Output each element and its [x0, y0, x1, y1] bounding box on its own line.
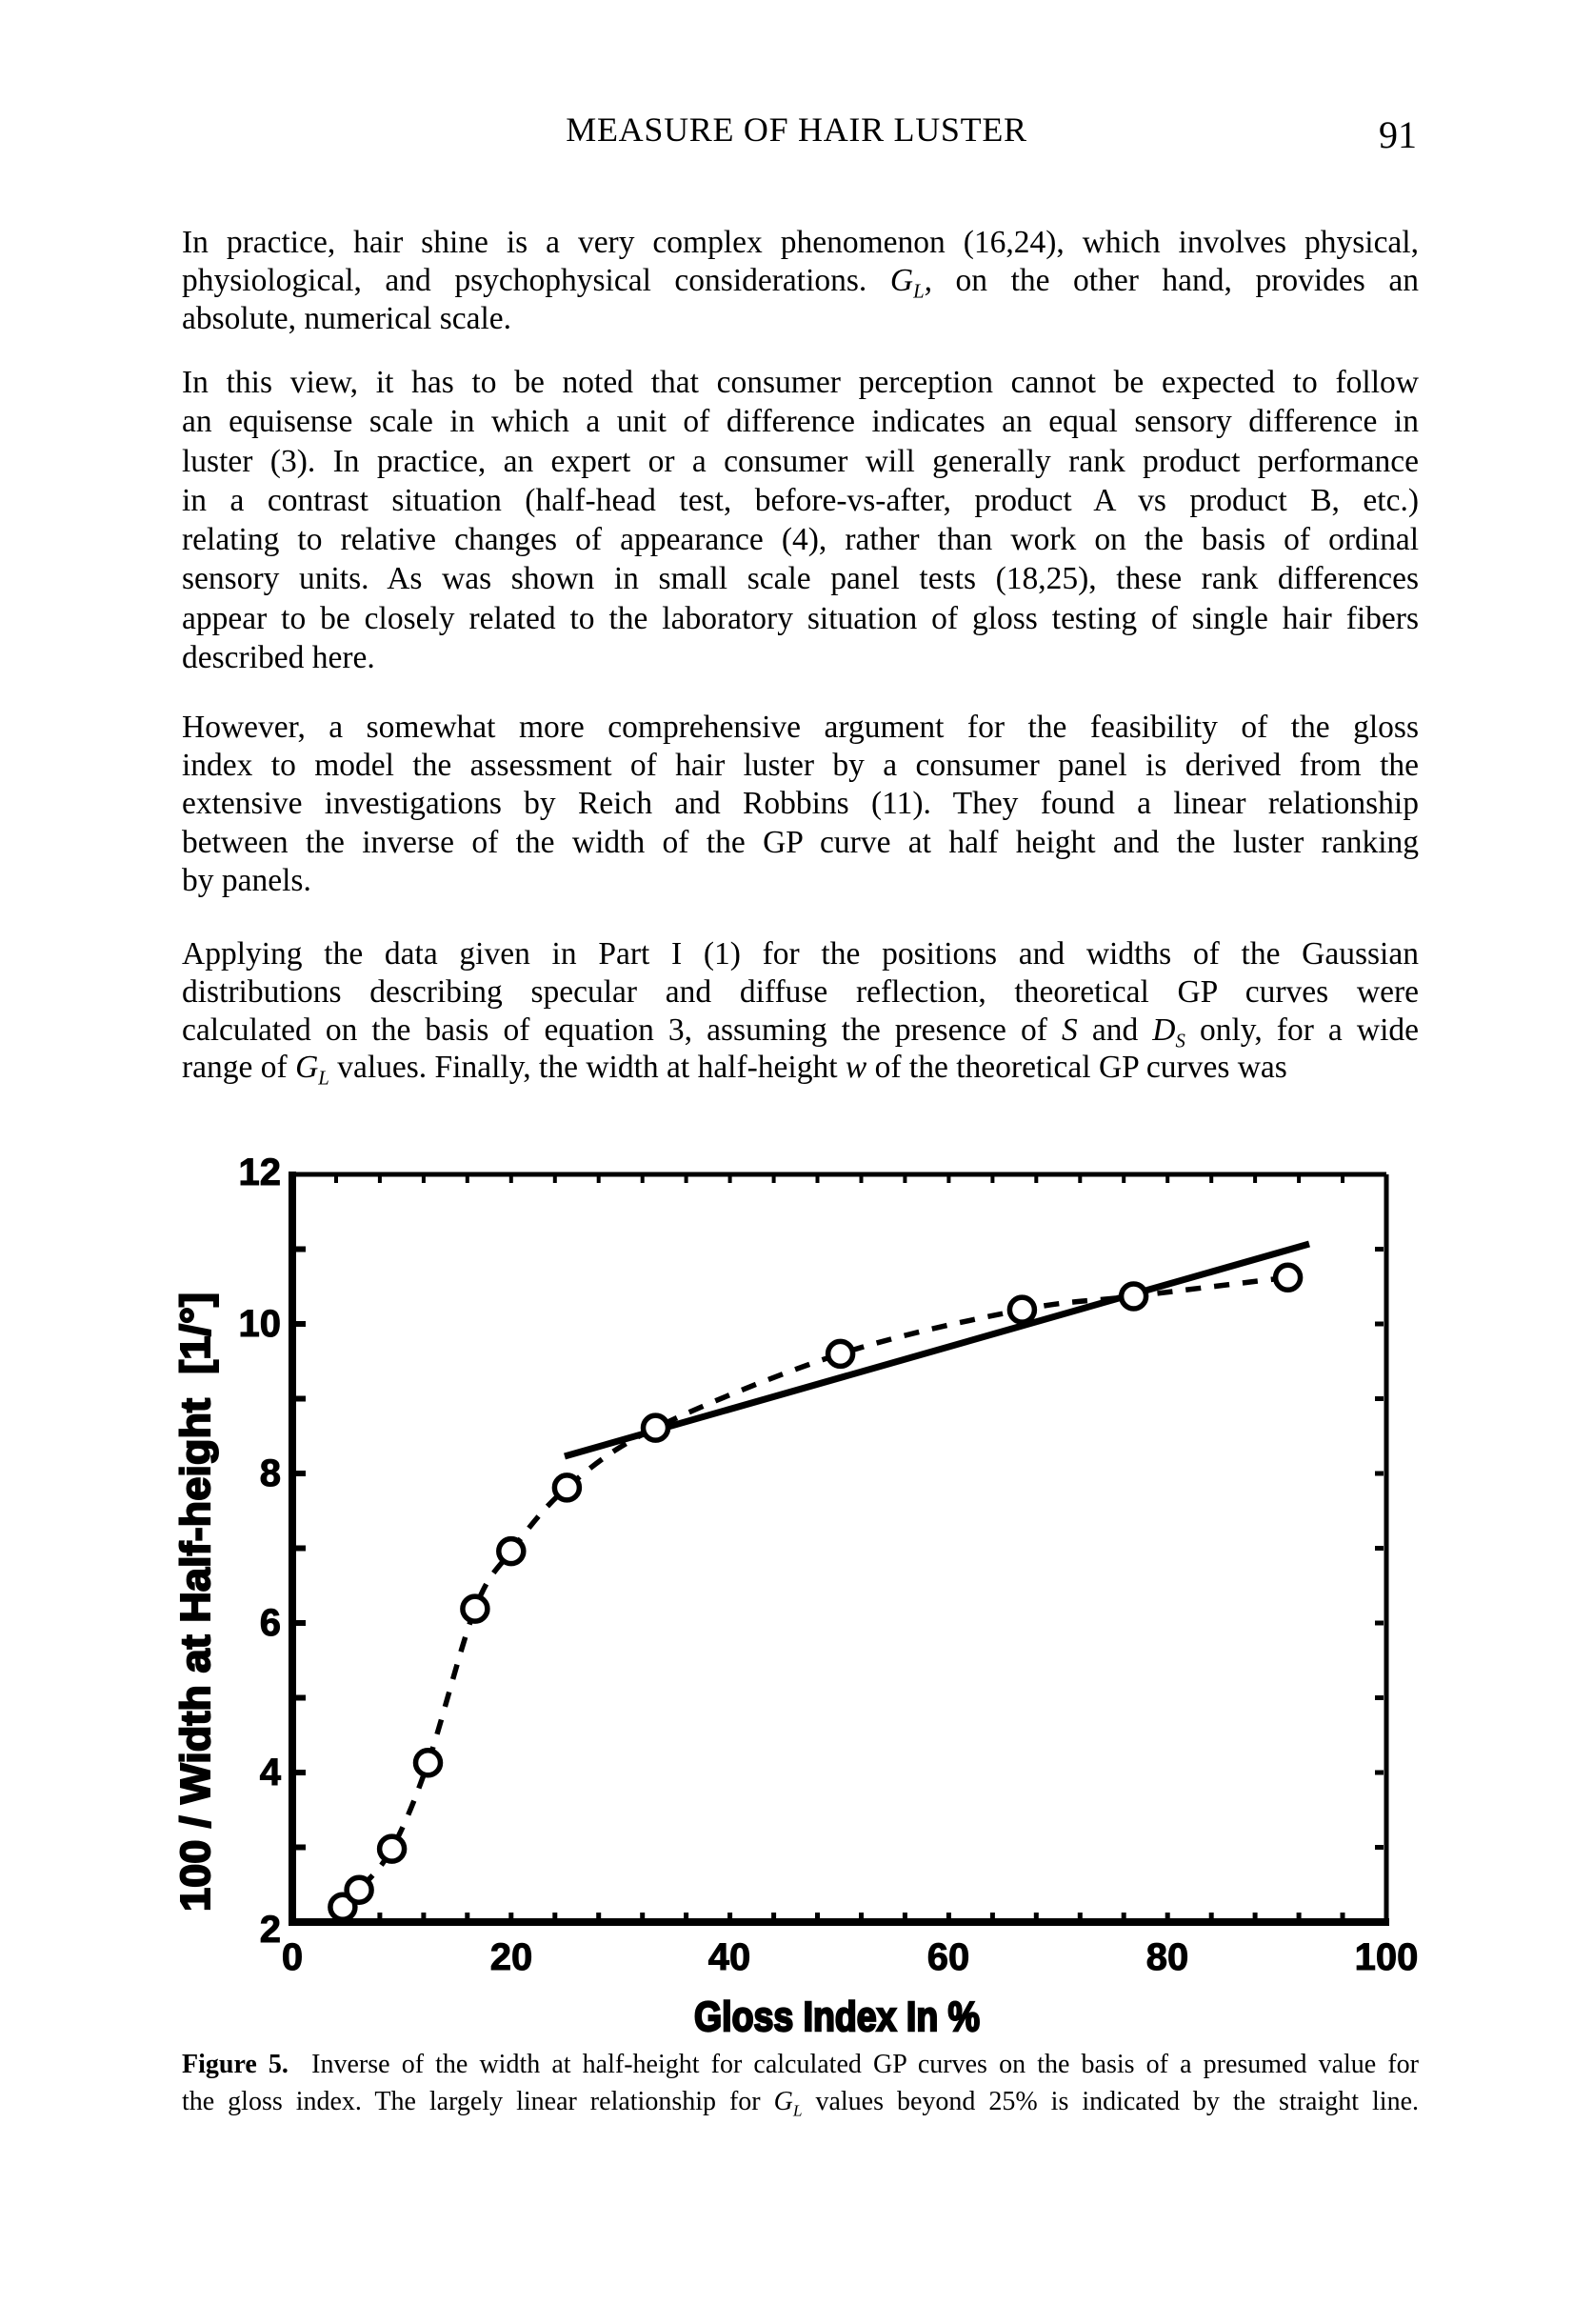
- svg-text:100: 100: [1355, 1936, 1419, 1978]
- svg-text:60: 60: [927, 1936, 970, 1978]
- svg-text:40: 40: [708, 1936, 751, 1978]
- svg-text:Gloss Index In %: Gloss Index In %: [694, 1993, 980, 2040]
- svg-text:8: 8: [260, 1452, 281, 1494]
- svg-text:6: 6: [260, 1602, 281, 1644]
- svg-text:4: 4: [260, 1752, 282, 1793]
- svg-text:80: 80: [1146, 1936, 1189, 1978]
- svg-text:0: 0: [282, 1936, 303, 1978]
- svg-text:12: 12: [239, 1152, 282, 1193]
- svg-text:2: 2: [260, 1909, 281, 1951]
- svg-text:10: 10: [239, 1303, 282, 1345]
- svg-text:20: 20: [490, 1936, 533, 1978]
- svg-text:100 / Width at Half-height [1: 100 / Width at Half-height [1/°]: [172, 1292, 219, 1912]
